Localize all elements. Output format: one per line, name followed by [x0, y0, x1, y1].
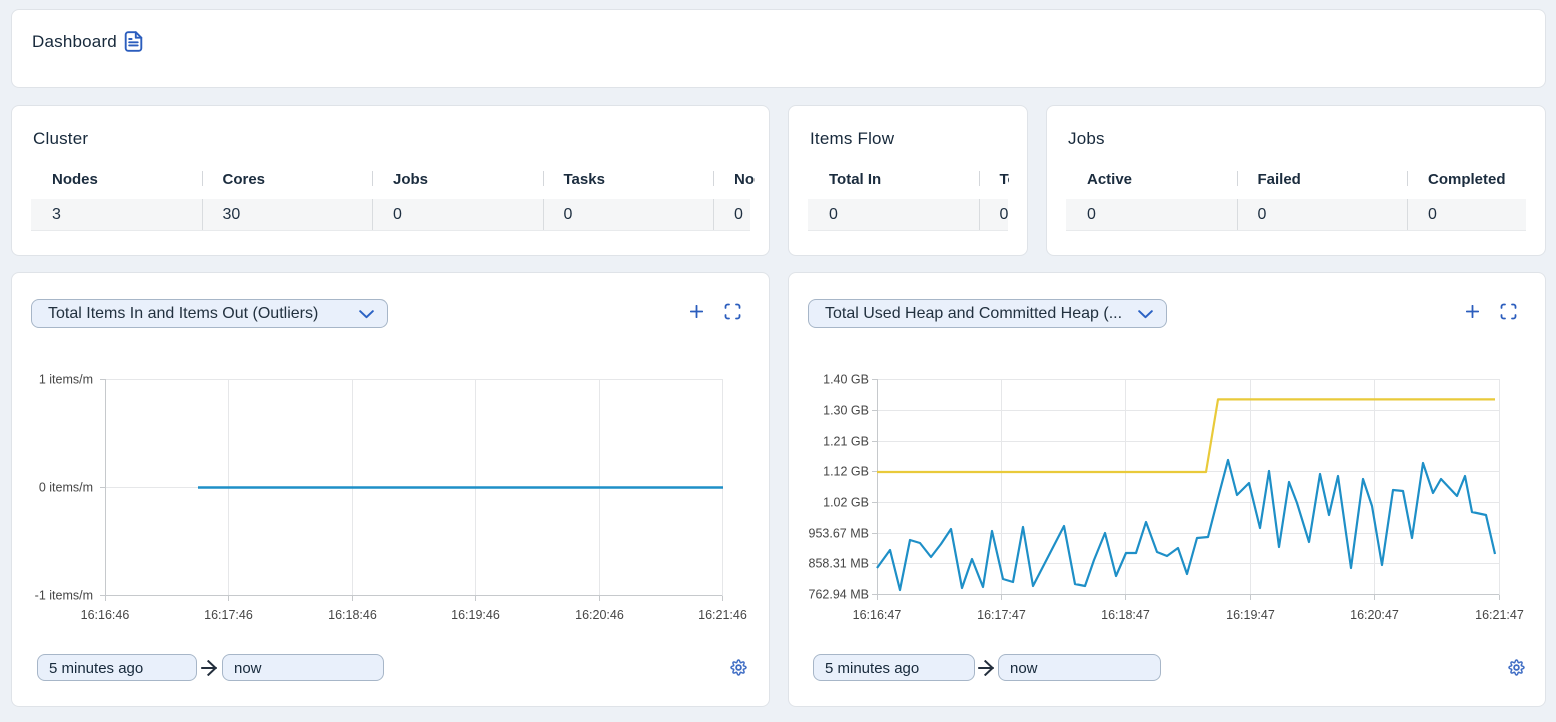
svg-text:16:19:46: 16:19:46 — [451, 608, 500, 622]
svg-text:-1 items/m: -1 items/m — [35, 589, 93, 603]
svg-text:16:16:46: 16:16:46 — [81, 608, 130, 622]
svg-text:16:21:47: 16:21:47 — [1475, 608, 1524, 622]
svg-text:1.30 GB: 1.30 GB — [823, 404, 869, 418]
svg-text:762.94 MB: 762.94 MB — [809, 588, 869, 602]
svg-text:16:19:47: 16:19:47 — [1226, 608, 1275, 622]
svg-text:16:17:47: 16:17:47 — [977, 608, 1026, 622]
svg-text:16:18:47: 16:18:47 — [1101, 608, 1150, 622]
svg-text:16:21:46: 16:21:46 — [698, 608, 747, 622]
svg-text:858.31 MB: 858.31 MB — [809, 557, 869, 571]
svg-text:1.12 GB: 1.12 GB — [823, 465, 869, 479]
svg-text:1.21 GB: 1.21 GB — [823, 435, 869, 449]
svg-text:16:20:47: 16:20:47 — [1350, 608, 1399, 622]
svg-text:1.02 GB: 1.02 GB — [823, 496, 869, 510]
svg-text:1 items/m: 1 items/m — [39, 373, 93, 387]
svg-text:16:17:46: 16:17:46 — [204, 608, 253, 622]
svg-text:953.67 MB: 953.67 MB — [809, 527, 869, 541]
svg-text:1.40 GB: 1.40 GB — [823, 373, 869, 387]
svg-text:16:18:46: 16:18:46 — [328, 608, 377, 622]
svg-text:16:16:47: 16:16:47 — [853, 608, 902, 622]
svg-text:0 items/m: 0 items/m — [39, 481, 93, 495]
svg-text:16:20:46: 16:20:46 — [575, 608, 624, 622]
